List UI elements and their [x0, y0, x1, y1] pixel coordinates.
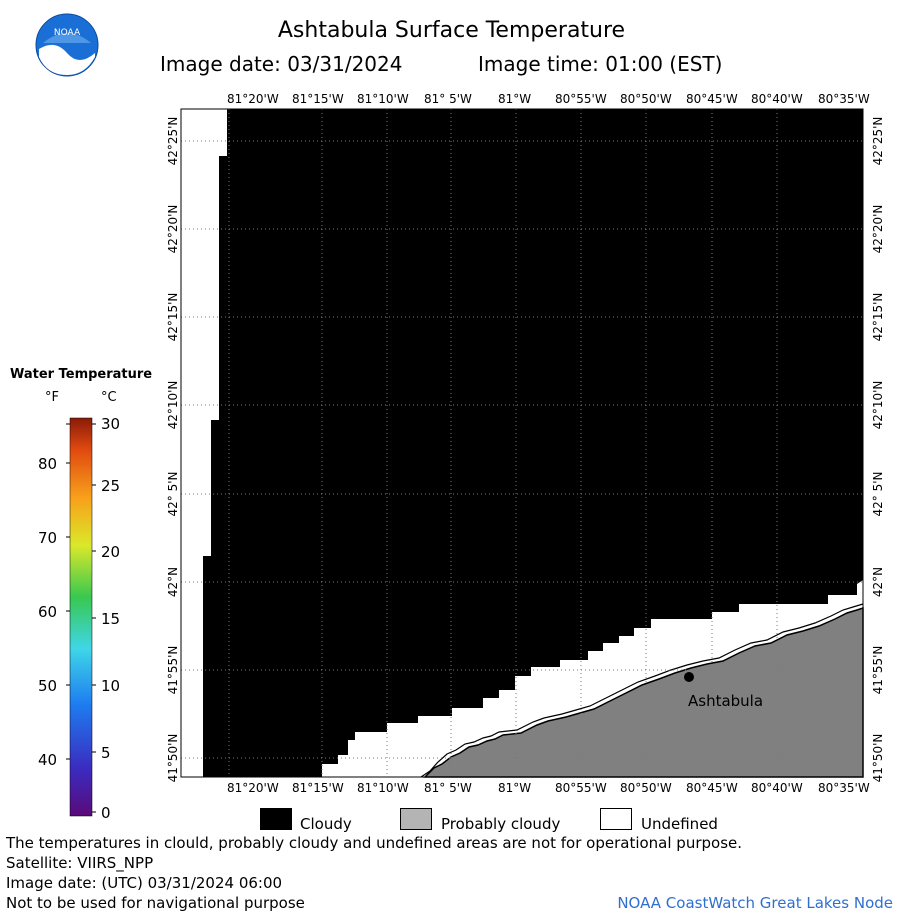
lon-label: 80°55'W [555, 92, 607, 106]
c-tick-25: 25 [101, 477, 121, 495]
cloudy-swatch [260, 808, 292, 830]
lon-label: 80°35'W [818, 781, 870, 795]
temperature-colorbar [66, 417, 96, 817]
lon-label: 80°45'W [686, 92, 738, 106]
legend-title: Water Temperature [10, 367, 153, 382]
lat-label: 42°10'N [166, 381, 180, 430]
probably-cloudy-area [423, 606, 864, 778]
lat-label: 42°25'N [871, 117, 885, 166]
lat-label: 42°20'N [871, 205, 885, 254]
lon-label: 81° 5'W [424, 781, 472, 795]
unit-fahrenheit: °F [45, 390, 59, 405]
disclaimer-text: The temperatures in clould, probably clo… [6, 834, 743, 852]
unit-celsius: °C [101, 390, 117, 405]
satellite-text: Satellite: VIIRS_NPP [6, 854, 154, 872]
undefined-swatch [600, 808, 632, 830]
logo-text: NOAA [54, 28, 81, 38]
lat-label: 42°N [871, 567, 885, 597]
city-label: Ashtabula [688, 692, 764, 710]
f-tick-50: 50 [38, 677, 58, 695]
lat-label: 41°55'N [871, 646, 885, 695]
lat-label: 42°15'N [166, 293, 180, 342]
lon-labels-top: 81°20'W 81°15'W 81°10'W 81° 5'W 81°W 80°… [0, 92, 903, 108]
credit-text: NOAA CoastWatch Great Lakes Node [617, 894, 893, 912]
lat-labels-left: 42°25'N 42°20'N 42°15'N 42°10'N 42° 5'N … [166, 117, 180, 783]
c-tick-10: 10 [101, 677, 121, 695]
lat-label: 42°20'N [166, 205, 180, 254]
probably-cloudy-swatch [400, 808, 432, 830]
lat-label: 42°15'N [871, 293, 885, 342]
lat-label: 42°10'N [871, 381, 885, 430]
navigation-warning: Not to be used for navigational purpose [6, 894, 305, 912]
lon-label: 81° 5'W [424, 92, 472, 106]
c-tick-30: 30 [101, 415, 121, 433]
undefined-label: Undefined [641, 815, 718, 833]
lon-label: 81°15'W [292, 781, 344, 795]
lon-label: 80°40'W [751, 92, 803, 106]
lat-label: 42° 5'N [871, 472, 885, 517]
f-tick-80: 80 [38, 455, 58, 473]
f-tick-70: 70 [38, 529, 58, 547]
city-marker [684, 672, 694, 682]
lat-label: 41°50'N [871, 734, 885, 783]
lon-label: 81°10'W [357, 781, 409, 795]
lat-label: 42°N [166, 567, 180, 597]
lat-label: 42°25'N [166, 117, 180, 166]
lon-labels-bottom: 81°20'W 81°15'W 81°10'W 81° 5'W 81°W 80°… [0, 781, 903, 797]
lon-label: 81°10'W [357, 92, 409, 106]
lon-label: 81°W [498, 781, 532, 795]
lon-label: 80°50'W [620, 781, 672, 795]
lon-label: 80°45'W [686, 781, 738, 795]
utc-date-text: Image date: (UTC) 03/31/2024 06:00 [6, 874, 283, 892]
map [180, 108, 864, 778]
probably-cloudy-label: Probably cloudy [441, 815, 561, 833]
image-date: Image date: 03/31/2024 [160, 52, 403, 76]
graticule [181, 109, 863, 777]
lon-label: 81°20'W [227, 781, 279, 795]
map-title: Ashtabula Surface Temperature [277, 18, 626, 43]
noaa-logo: NOAA [35, 13, 99, 77]
c-tick-20: 20 [101, 543, 121, 561]
lon-label: 80°50'W [620, 92, 672, 106]
lat-labels-right: 42°25'N 42°20'N 42°15'N 42°10'N 42° 5'N … [871, 117, 885, 783]
cloudy-area [203, 109, 863, 777]
lon-label: 80°55'W [555, 781, 607, 795]
lon-label: 81°15'W [292, 92, 344, 106]
lat-label: 41°50'N [166, 734, 180, 783]
lon-label: 80°40'W [751, 781, 803, 795]
image-time: Image time: 01:00 (EST) [478, 52, 723, 76]
lat-label: 42° 5'N [166, 472, 180, 517]
cloudy-label: Cloudy [300, 815, 352, 833]
lon-label: 80°35'W [818, 92, 870, 106]
c-tick-5: 5 [101, 744, 111, 762]
c-tick-15: 15 [101, 610, 121, 628]
f-tick-40: 40 [38, 751, 58, 769]
f-tick-60: 60 [38, 603, 58, 621]
c-tick-0: 0 [101, 804, 111, 822]
lon-label: 81°20'W [227, 92, 279, 106]
lon-label: 81°W [498, 92, 532, 106]
lat-label: 41°55'N [166, 646, 180, 695]
